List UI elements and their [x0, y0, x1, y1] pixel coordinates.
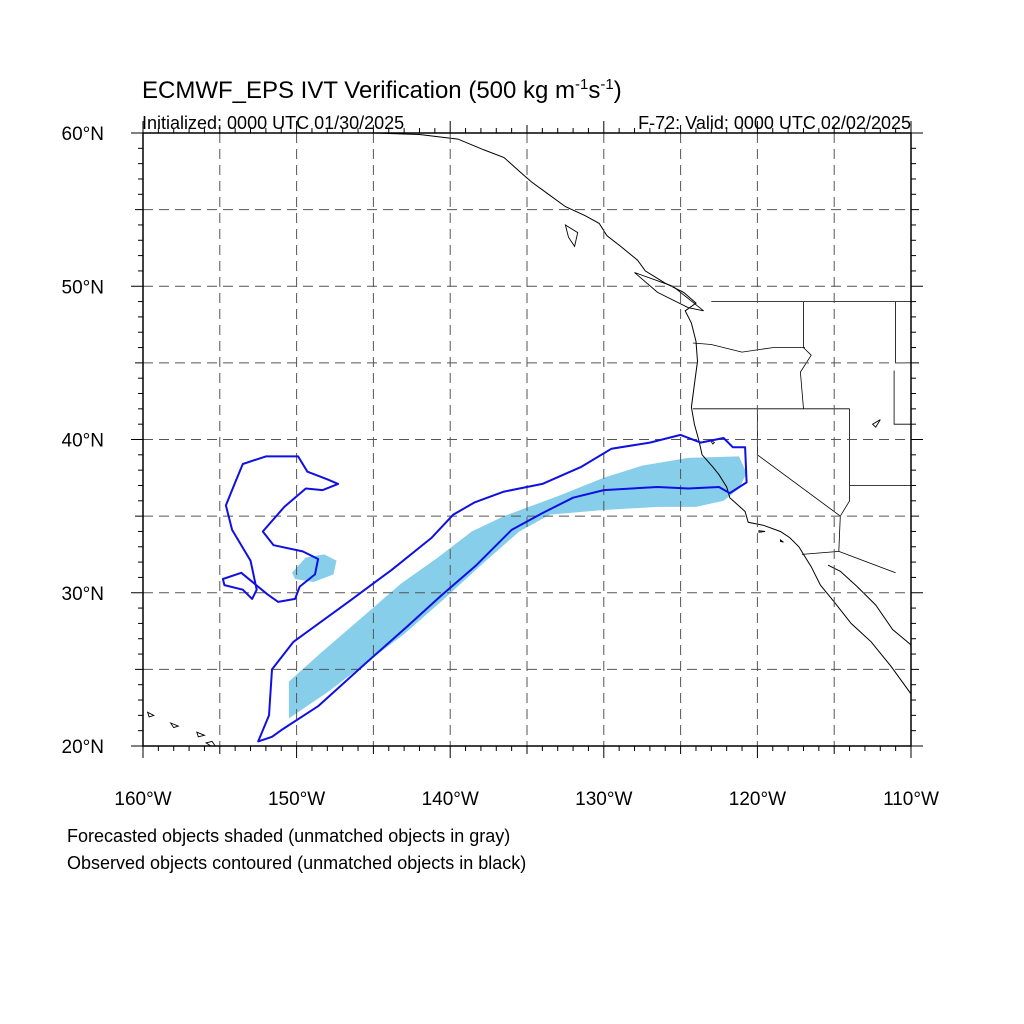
observed-objects — [221, 433, 748, 743]
lon-tick-label: 140°W — [422, 789, 479, 810]
observed-object-west — [221, 455, 340, 603]
lon-tick-label: 130°W — [575, 789, 632, 810]
forecast-object-small — [292, 554, 337, 582]
island-outline — [564, 224, 579, 248]
initialized-label: Initialized: 0000 UTC 01/30/2025 — [142, 113, 404, 133]
observed-object-main — [257, 433, 748, 743]
lat-tick-label: 40°N — [62, 431, 104, 452]
valid-label: F-72: Valid: 0000 UTC 02/02/2025 — [638, 113, 911, 133]
lon-tick-label: 160°W — [114, 789, 171, 810]
caption-observed: Observed objects contoured (unmatched ob… — [67, 853, 526, 873]
lon-tick-label: 120°W — [729, 789, 786, 810]
coastlines — [146, 133, 911, 746]
forecast-object-main — [288, 456, 747, 719]
island-outline — [779, 539, 784, 543]
title-close: ) — [614, 77, 622, 104]
border-line — [838, 551, 896, 574]
coastline-gulf-of-california — [827, 564, 911, 646]
title-s: s — [588, 77, 600, 104]
axis-labels: 60°N 50°N 40°N 30°N 20°N 160°W 150°W 140°W 130°W… — [62, 124, 939, 810]
border-line — [799, 301, 812, 409]
axis-ticks — [131, 121, 923, 758]
border-line — [895, 301, 911, 364]
border-line — [893, 370, 911, 425]
island-outline — [871, 419, 881, 428]
coastline-west — [373, 133, 911, 695]
lon-tick-label: 110°W — [883, 789, 939, 810]
title-superscript-2: -1 — [600, 76, 613, 93]
island-outline — [204, 740, 216, 746]
plot-area — [143, 133, 911, 746]
lon-tick-label: 150°W — [268, 789, 325, 810]
lat-tick-label: 20°N — [62, 737, 104, 758]
border-line — [692, 342, 805, 353]
grid-lines — [143, 133, 911, 746]
island-outline — [196, 731, 206, 738]
island-outline — [169, 722, 180, 729]
caption-forecast: Forecasted objects shaded (unmatched obj… — [67, 826, 510, 846]
title-main: ECMWF_EPS IVT Verification (500 kg m — [142, 77, 575, 104]
lat-tick-label: 30°N — [62, 584, 104, 605]
forecast-objects — [288, 456, 747, 719]
border-line — [801, 408, 850, 555]
island-outline — [758, 530, 766, 533]
border-line — [757, 408, 841, 517]
lat-tick-label: 50°N — [62, 277, 104, 298]
island-outline — [146, 711, 155, 718]
island-outline — [634, 272, 704, 312]
lat-tick-label: 60°N — [62, 124, 104, 145]
title-superscript-1: -1 — [575, 76, 588, 93]
chart-title: ECMWF_EPS IVT Verification (500 kg m-1s-… — [142, 76, 622, 104]
